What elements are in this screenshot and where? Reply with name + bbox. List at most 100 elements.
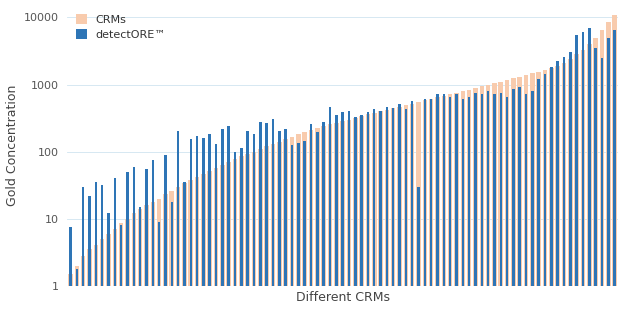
Bar: [493, 95, 495, 310]
Bar: [227, 162, 231, 310]
Bar: [543, 70, 547, 310]
Bar: [196, 136, 198, 310]
Bar: [190, 139, 192, 310]
Bar: [575, 55, 579, 310]
Bar: [416, 102, 421, 310]
Bar: [285, 129, 287, 310]
Bar: [360, 115, 363, 310]
Bar: [456, 95, 458, 310]
Bar: [265, 146, 269, 310]
Bar: [277, 142, 281, 310]
Bar: [329, 108, 331, 310]
Bar: [600, 30, 604, 310]
Bar: [126, 172, 129, 310]
Bar: [354, 117, 356, 310]
Bar: [555, 66, 560, 310]
Bar: [120, 225, 122, 310]
Bar: [474, 92, 477, 310]
Bar: [158, 222, 160, 310]
Bar: [341, 112, 344, 310]
Bar: [372, 113, 376, 310]
Bar: [170, 191, 174, 310]
Bar: [139, 207, 142, 310]
Bar: [164, 155, 167, 310]
Bar: [424, 99, 426, 310]
Bar: [207, 171, 212, 310]
Bar: [183, 182, 186, 310]
Bar: [480, 95, 483, 310]
Bar: [144, 205, 149, 310]
Bar: [310, 124, 312, 310]
Bar: [163, 194, 168, 310]
Bar: [228, 126, 230, 310]
Bar: [340, 121, 345, 310]
Bar: [612, 15, 617, 310]
Bar: [449, 97, 451, 310]
Bar: [436, 95, 439, 310]
Bar: [202, 138, 205, 310]
Bar: [404, 109, 407, 310]
Bar: [119, 224, 124, 310]
Bar: [593, 38, 598, 310]
Bar: [82, 187, 84, 310]
Bar: [215, 144, 217, 310]
Bar: [411, 101, 414, 310]
Bar: [201, 174, 206, 310]
Bar: [315, 128, 319, 310]
Bar: [233, 159, 237, 310]
Bar: [240, 148, 243, 310]
Bar: [606, 22, 611, 310]
Bar: [613, 30, 616, 310]
Bar: [454, 93, 459, 310]
Bar: [557, 61, 559, 310]
Bar: [499, 82, 503, 310]
Bar: [607, 38, 610, 310]
Bar: [69, 227, 72, 310]
Bar: [283, 139, 288, 310]
Bar: [582, 32, 584, 310]
Bar: [525, 95, 527, 310]
Bar: [239, 156, 243, 310]
Bar: [176, 187, 180, 310]
Bar: [487, 91, 489, 310]
Bar: [132, 166, 135, 310]
Bar: [271, 144, 275, 310]
Bar: [398, 104, 401, 310]
Bar: [467, 90, 471, 310]
Bar: [442, 95, 445, 310]
Bar: [290, 137, 295, 310]
Bar: [386, 108, 388, 310]
Bar: [568, 59, 573, 310]
Bar: [321, 126, 326, 310]
Bar: [531, 91, 534, 310]
Bar: [373, 109, 376, 310]
Bar: [519, 87, 521, 310]
Bar: [544, 74, 546, 310]
Bar: [107, 214, 110, 310]
Bar: [435, 97, 440, 310]
Bar: [397, 107, 402, 310]
Bar: [245, 154, 250, 310]
Bar: [271, 119, 275, 310]
Bar: [442, 96, 446, 310]
Bar: [170, 202, 173, 310]
Bar: [112, 229, 117, 310]
Bar: [384, 110, 389, 310]
Bar: [587, 44, 592, 310]
Bar: [410, 104, 414, 310]
Bar: [378, 111, 383, 310]
Bar: [335, 115, 338, 310]
Bar: [353, 118, 358, 310]
Bar: [94, 246, 98, 310]
Bar: [422, 100, 427, 310]
Bar: [524, 75, 529, 310]
Bar: [258, 149, 263, 310]
Bar: [404, 105, 408, 310]
Bar: [100, 239, 104, 310]
Bar: [221, 129, 223, 310]
Bar: [309, 130, 313, 310]
Y-axis label: Gold Concentration: Gold Concentration: [6, 85, 19, 206]
Bar: [125, 219, 130, 310]
Bar: [95, 182, 97, 310]
Bar: [75, 266, 79, 310]
